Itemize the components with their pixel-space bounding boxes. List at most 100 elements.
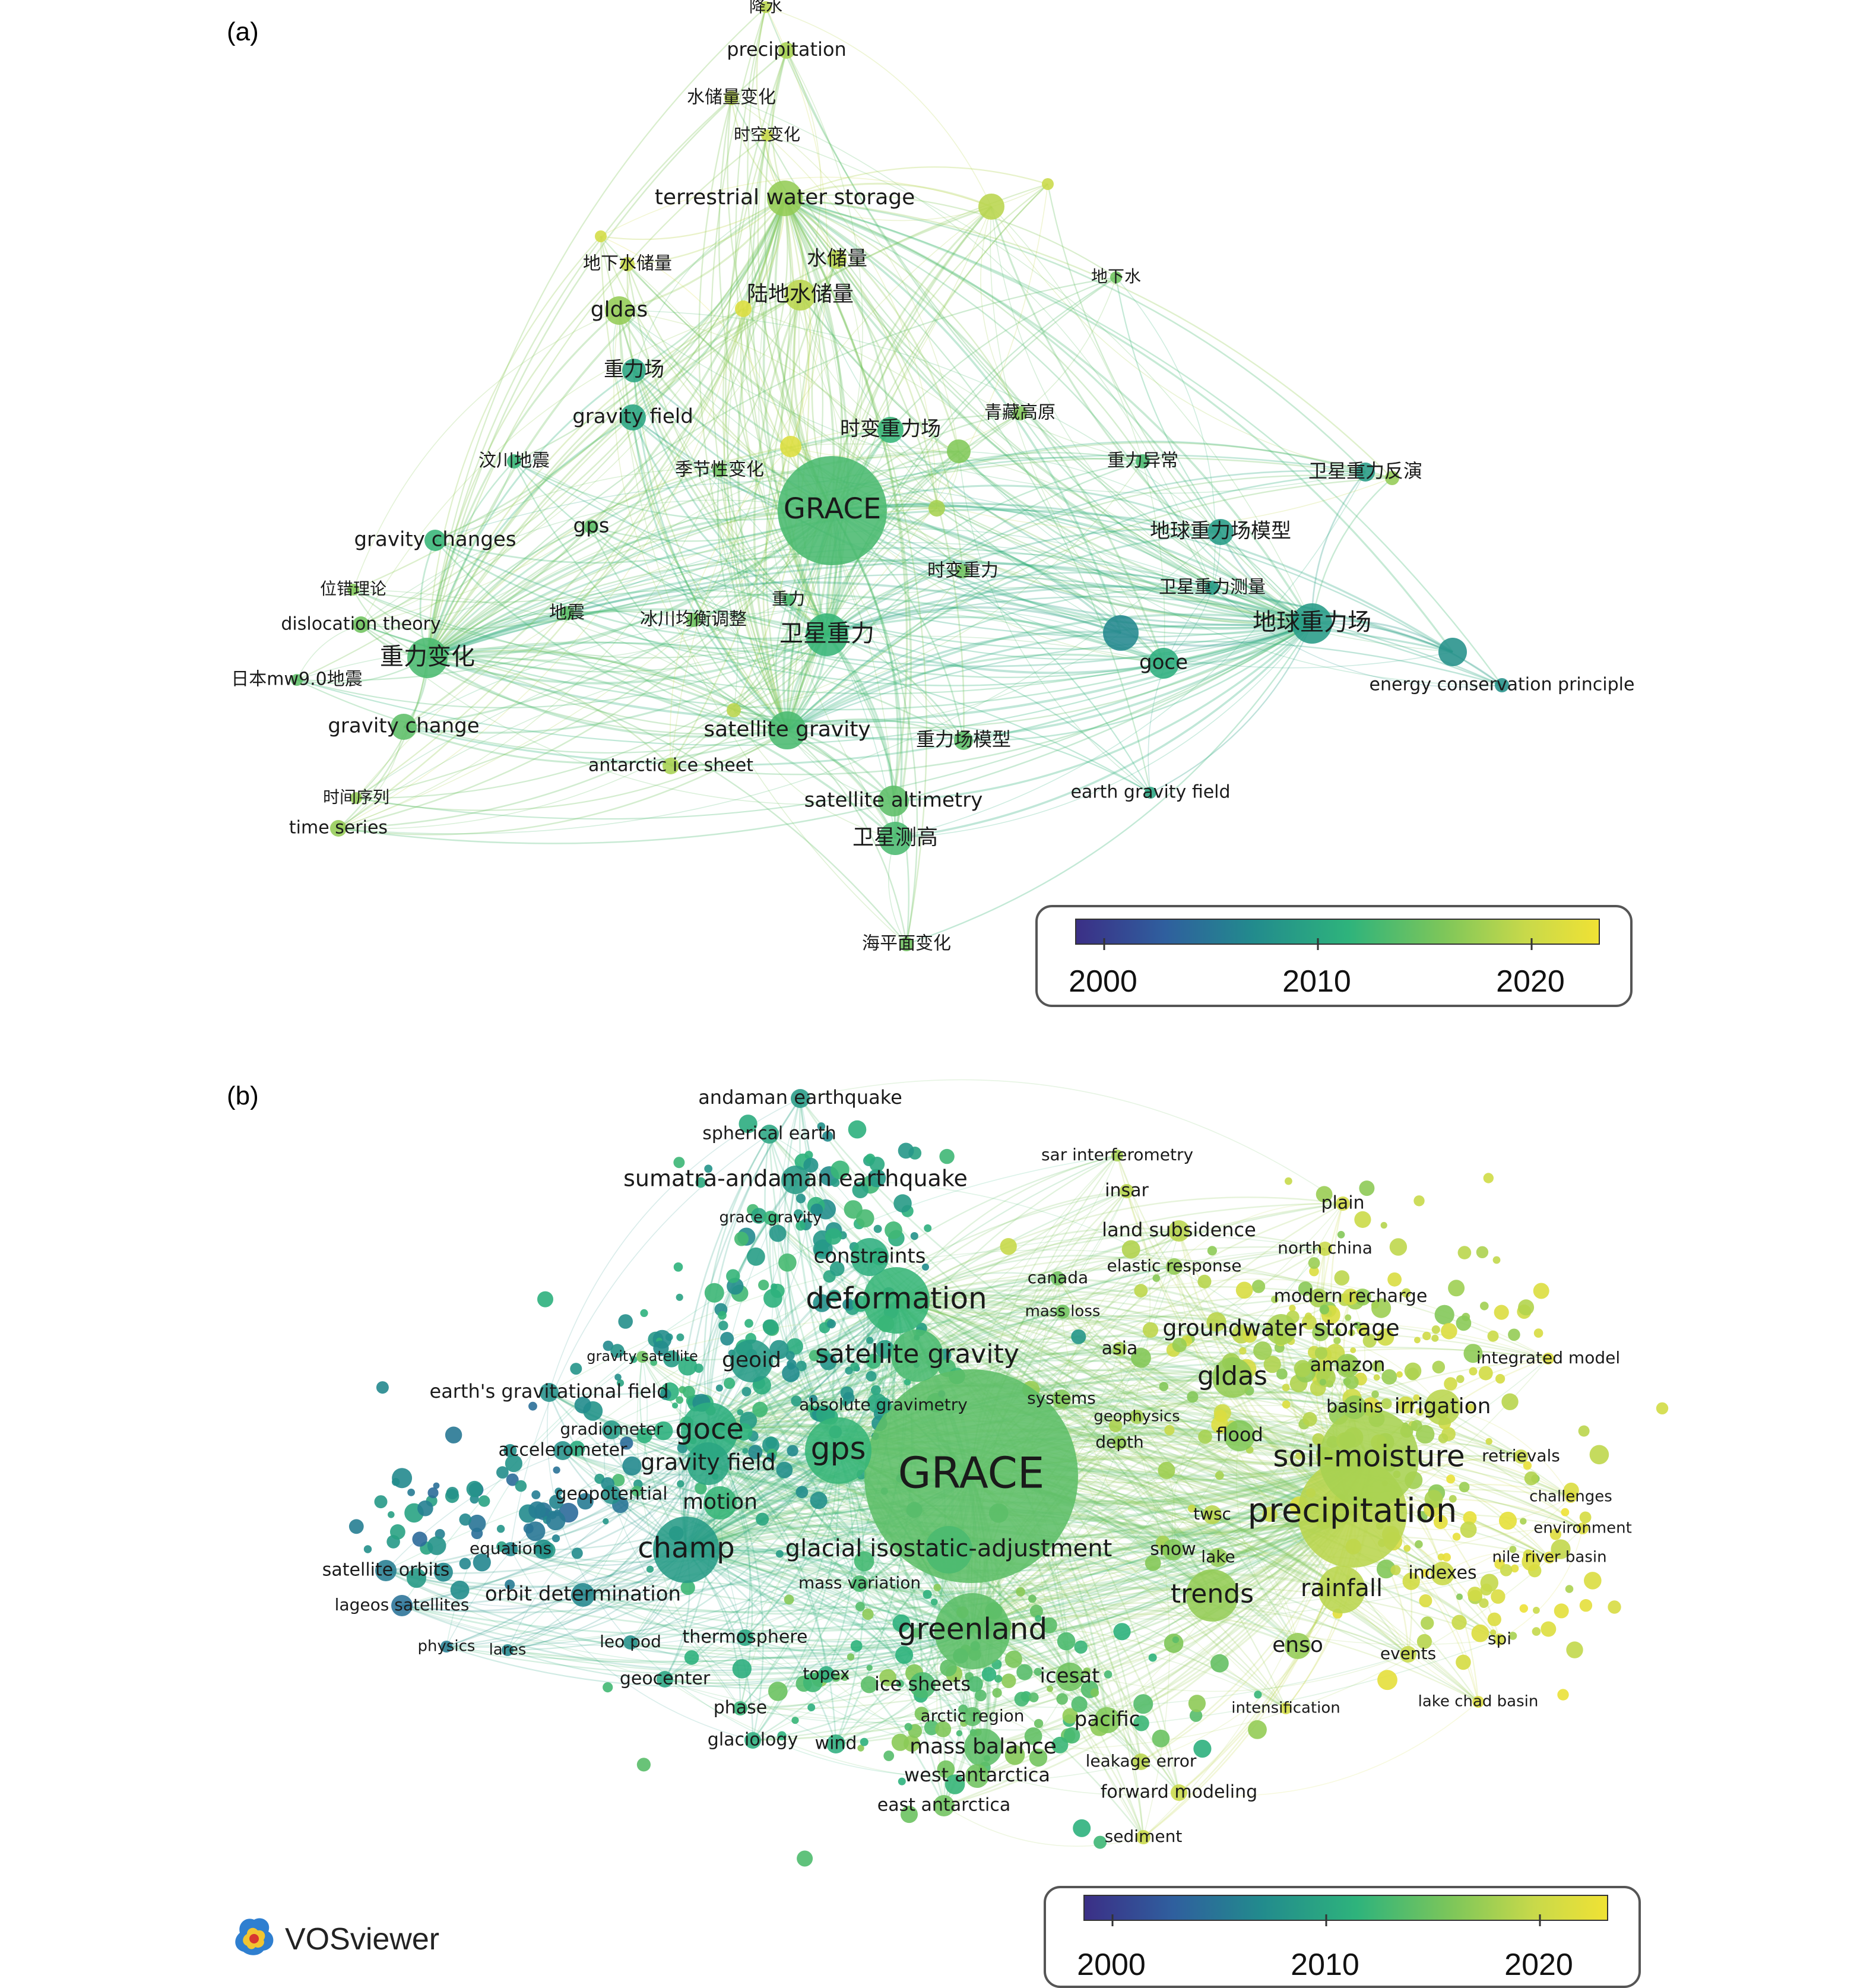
link [990, 206, 1164, 664]
link [786, 183, 1048, 731]
small-node [1211, 1416, 1229, 1434]
small-node [528, 1401, 537, 1411]
small-node [956, 1730, 963, 1737]
small-node [571, 1547, 583, 1559]
small-node [630, 1356, 638, 1363]
small-node [944, 1774, 965, 1794]
small-node [1549, 1528, 1561, 1540]
small-node [741, 1386, 752, 1397]
small-node [673, 1262, 683, 1272]
small-node [1210, 1654, 1229, 1673]
link [296, 622, 1313, 746]
link [686, 1549, 973, 1717]
link [786, 460, 1143, 731]
small-node [1456, 1375, 1465, 1384]
small-node [1164, 1634, 1184, 1653]
link [426, 135, 768, 659]
link [766, 135, 1313, 624]
small-node [390, 1524, 405, 1540]
node [864, 1369, 1078, 1583]
small-node [776, 1461, 793, 1479]
node-label: amazon [1310, 1353, 1385, 1376]
node-label: deformation [806, 1281, 987, 1316]
link [591, 526, 788, 731]
link [917, 1155, 1118, 1356]
link [566, 612, 828, 650]
small-node [1471, 1624, 1489, 1642]
link [686, 1457, 1370, 1576]
small-node [1148, 1653, 1157, 1662]
link [1297, 1528, 1583, 1647]
link [427, 657, 788, 738]
panel-a-nodes [291, 1, 1509, 951]
node-label: rainfall [1301, 1575, 1383, 1602]
small-node [1510, 1564, 1519, 1573]
node [1285, 1633, 1311, 1659]
small-node [1263, 1356, 1281, 1373]
node [407, 638, 448, 678]
small-node [1312, 1324, 1330, 1341]
node-label: glacial isostatic-adjustment [785, 1535, 1113, 1562]
small-node [1380, 1221, 1387, 1229]
node [778, 456, 887, 565]
link [693, 553, 1313, 624]
node-label: trends [1171, 1579, 1254, 1609]
link [859, 1512, 1353, 1601]
link [1174, 1202, 1343, 1267]
node [737, 1629, 753, 1646]
node-label: elastic response [1107, 1256, 1242, 1275]
link [784, 197, 1222, 533]
link [1499, 1528, 1583, 1640]
node-label: precipitation [1248, 1492, 1457, 1530]
small-node [610, 1344, 625, 1358]
node-label: 重力场 [604, 358, 664, 382]
node-label: GRACE [898, 1448, 1045, 1498]
node [891, 1329, 943, 1382]
node [760, 1, 772, 13]
small-node [1522, 1552, 1541, 1571]
link [826, 412, 1020, 635]
link [896, 1255, 1175, 1302]
node [602, 1420, 621, 1439]
small-node [1579, 1511, 1592, 1524]
small-node [1345, 1375, 1359, 1389]
small-node [636, 1758, 651, 1772]
small-node [694, 1363, 703, 1373]
link [831, 510, 918, 945]
small-node [374, 1495, 388, 1509]
link [686, 1514, 1500, 1640]
link [426, 97, 732, 659]
link [733, 198, 810, 711]
link [896, 1300, 1180, 1793]
small-node [1164, 1424, 1175, 1436]
node [560, 606, 574, 621]
link [611, 1494, 836, 1745]
link [353, 589, 788, 732]
link [799, 294, 1313, 625]
link [826, 634, 965, 741]
small-node [622, 1456, 642, 1476]
node [730, 1340, 773, 1382]
small-node [777, 1731, 787, 1740]
vosviewer-logo-icon [235, 1918, 274, 1955]
node [828, 250, 847, 269]
node-label: gravity field [572, 405, 693, 429]
link [600, 236, 791, 447]
small-node [1243, 1328, 1257, 1343]
link [963, 622, 1313, 742]
link [356, 623, 1313, 820]
small-node [1034, 1718, 1044, 1729]
node-label: pacific [1075, 1708, 1140, 1731]
small-node [618, 1314, 633, 1329]
node [712, 463, 727, 477]
link [786, 631, 1121, 732]
colorbar-tick-label: 2000 [1069, 964, 1137, 999]
small-node [1377, 1328, 1394, 1346]
node-label: motion [683, 1490, 757, 1514]
link [831, 509, 1313, 630]
small-node [734, 1232, 749, 1246]
node [1431, 1562, 1454, 1585]
small-node [1579, 1599, 1593, 1612]
link [1311, 622, 1503, 686]
small-node [1197, 1274, 1212, 1289]
